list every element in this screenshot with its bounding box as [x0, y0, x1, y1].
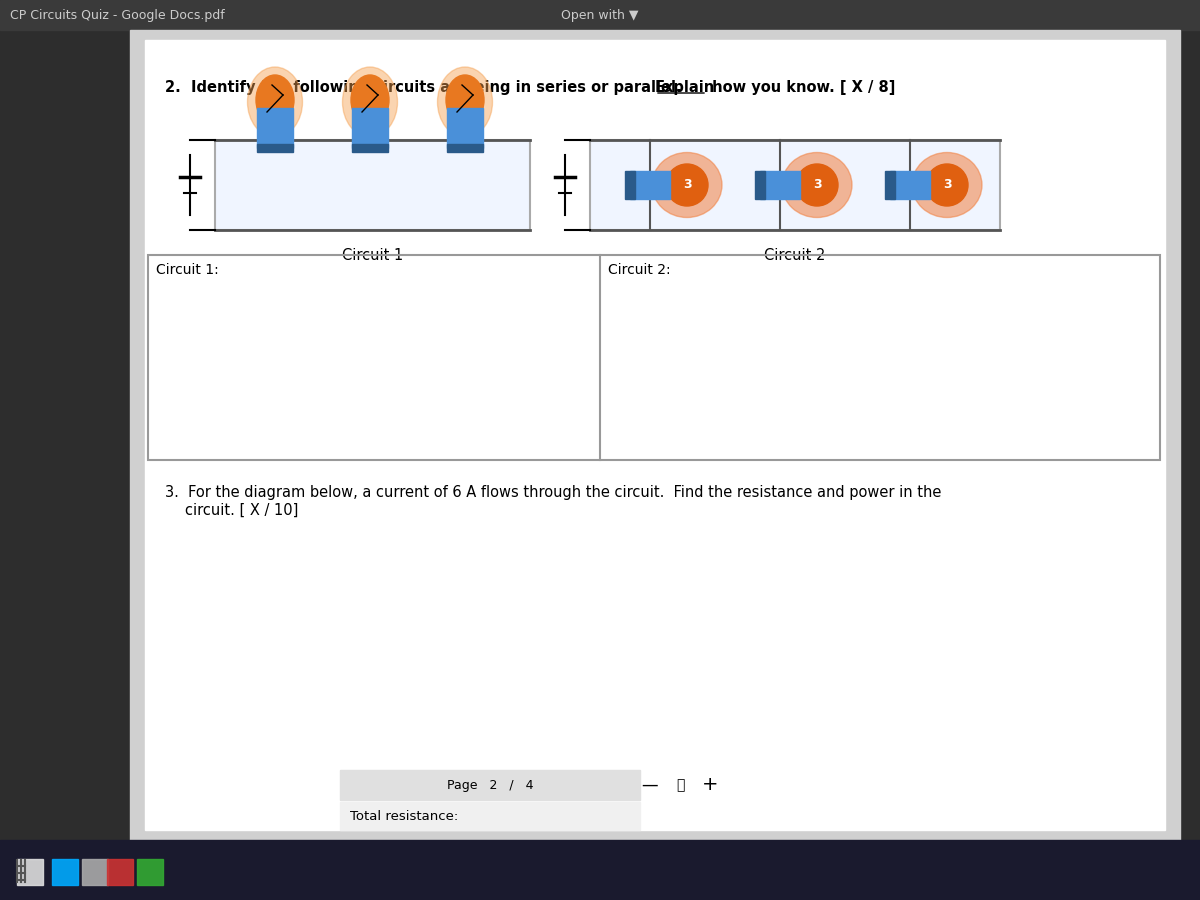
Text: +: +	[702, 776, 719, 795]
Ellipse shape	[342, 67, 397, 137]
Bar	[145, 40, 1165, 830]
Text: 3: 3	[683, 178, 691, 192]
Bar	[137, 859, 163, 885]
Bar	[148, 255, 1160, 460]
Bar	[446, 108, 482, 148]
Ellipse shape	[352, 75, 389, 125]
Bar	[446, 144, 482, 152]
Bar	[886, 171, 895, 199]
Bar	[52, 859, 78, 885]
Text: how you know. [ X / 8]: how you know. [ X / 8]	[707, 80, 895, 95]
Ellipse shape	[666, 164, 708, 206]
Text: —: —	[642, 776, 659, 794]
Bar	[340, 802, 640, 830]
Bar	[0, 840, 1200, 900]
Ellipse shape	[796, 164, 838, 206]
Bar	[760, 171, 800, 199]
Text: circuit. [ X / 10]: circuit. [ X / 10]	[185, 503, 299, 518]
Text: Explain: Explain	[655, 80, 715, 95]
Bar	[130, 30, 1180, 840]
Bar	[257, 144, 293, 152]
Ellipse shape	[782, 152, 852, 218]
Text: Circuit 1:: Circuit 1:	[156, 263, 218, 277]
Ellipse shape	[926, 164, 968, 206]
Text: 3: 3	[812, 178, 821, 192]
Bar	[755, 171, 766, 199]
Bar	[352, 108, 388, 148]
Bar	[625, 171, 635, 199]
Text: 3: 3	[943, 178, 952, 192]
Text: Circuit 1: Circuit 1	[342, 248, 403, 263]
Ellipse shape	[438, 67, 492, 137]
Bar	[630, 171, 670, 199]
Bar	[215, 140, 530, 230]
Text: 2.  Identify the following circuits as being in series or parallel.: 2. Identify the following circuits as be…	[166, 80, 692, 95]
Ellipse shape	[247, 67, 302, 137]
Text: Page   2   /   4: Page 2 / 4	[446, 778, 533, 791]
Text: CP Circuits Quiz - Google Docs.pdf: CP Circuits Quiz - Google Docs.pdf	[10, 8, 224, 22]
Bar	[890, 171, 930, 199]
Text: 🔍: 🔍	[676, 778, 684, 792]
Text: Total resistance:: Total resistance:	[350, 809, 458, 823]
Text: 3.  For the diagram below, a current of 6 A flows through the circuit.  Find the: 3. For the diagram below, a current of 6…	[166, 485, 941, 500]
Bar	[0, 0, 1200, 30]
Bar	[590, 140, 1000, 230]
Ellipse shape	[256, 75, 294, 125]
Bar	[82, 859, 108, 885]
Ellipse shape	[912, 152, 982, 218]
Bar	[352, 144, 388, 152]
Text: Circuit 2:: Circuit 2:	[608, 263, 671, 277]
Bar	[340, 770, 640, 800]
Text: Circuit 2: Circuit 2	[764, 248, 826, 263]
Ellipse shape	[446, 75, 484, 125]
Bar	[257, 108, 293, 148]
Text: Open with ▼: Open with ▼	[562, 8, 638, 22]
Bar	[107, 859, 133, 885]
Bar	[17, 859, 43, 885]
Ellipse shape	[652, 152, 722, 218]
